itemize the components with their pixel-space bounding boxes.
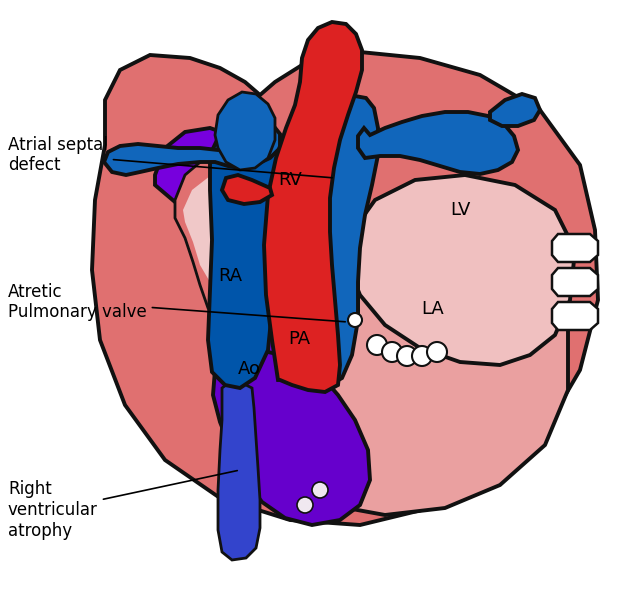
Polygon shape: [218, 382, 260, 560]
Polygon shape: [222, 175, 272, 204]
Polygon shape: [213, 352, 370, 525]
Polygon shape: [104, 122, 280, 175]
Text: LV: LV: [451, 201, 471, 219]
Text: RV: RV: [278, 171, 302, 189]
Circle shape: [382, 342, 402, 362]
Circle shape: [312, 482, 328, 498]
Polygon shape: [305, 96, 378, 385]
Polygon shape: [155, 128, 358, 378]
Text: Atrial septal
defect: Atrial septal defect: [8, 136, 333, 178]
Polygon shape: [183, 175, 257, 288]
Polygon shape: [175, 155, 270, 325]
Text: Right
ventricular
atrophy: Right ventricular atrophy: [8, 470, 237, 540]
Circle shape: [412, 346, 432, 366]
Polygon shape: [490, 94, 540, 126]
Circle shape: [367, 335, 387, 355]
Polygon shape: [552, 268, 598, 296]
Text: LA: LA: [421, 300, 444, 318]
Polygon shape: [348, 175, 575, 365]
Polygon shape: [552, 234, 598, 262]
Text: Ao: Ao: [238, 360, 261, 378]
Polygon shape: [215, 92, 275, 170]
Circle shape: [397, 346, 417, 366]
Text: Atretic
Pulmonary valve: Atretic Pulmonary valve: [8, 283, 345, 322]
Polygon shape: [252, 215, 568, 515]
Circle shape: [427, 342, 447, 362]
Polygon shape: [208, 120, 278, 388]
Polygon shape: [92, 52, 598, 525]
Text: PA: PA: [288, 330, 311, 348]
Polygon shape: [264, 22, 362, 392]
Polygon shape: [358, 112, 518, 174]
Polygon shape: [552, 302, 598, 330]
Circle shape: [348, 313, 362, 327]
Text: RA: RA: [218, 267, 242, 285]
Circle shape: [297, 497, 313, 513]
